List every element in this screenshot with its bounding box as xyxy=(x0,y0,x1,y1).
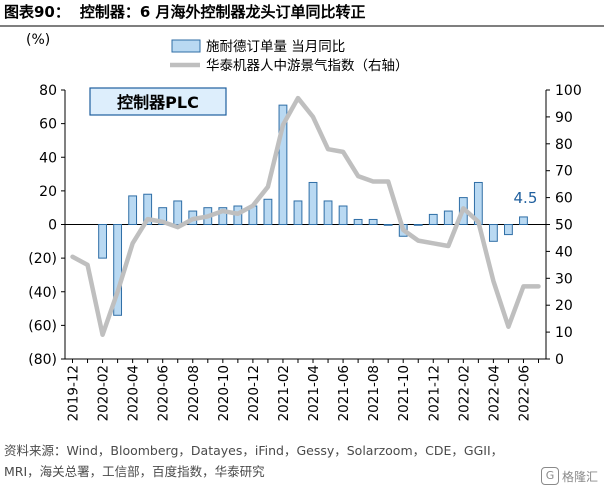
legend-label-bars: 施耐德订单量 当月同比 xyxy=(206,39,345,55)
x-tick-label: 2021-02 xyxy=(276,365,292,421)
panel-label: 控制器PLC xyxy=(117,93,199,112)
right-tick-label: 0 xyxy=(555,352,564,368)
right-tick-label: 60 xyxy=(555,191,573,207)
bar xyxy=(173,200,183,225)
right-tick-label: 40 xyxy=(555,244,573,260)
right-tick-label: 80 xyxy=(555,137,573,153)
bar xyxy=(113,224,123,316)
x-tick-label: 2020-06 xyxy=(156,365,172,421)
bar xyxy=(158,207,168,225)
x-tick-label: 2022-02 xyxy=(456,365,472,421)
left-tick-label: 60 xyxy=(39,117,57,133)
left-tick-label: 80 xyxy=(39,83,57,99)
bar xyxy=(128,195,138,225)
x-tick-label: 2019-12 xyxy=(66,365,82,421)
legend-label-line: 华泰机器人中游景气指数（右轴） xyxy=(206,58,409,74)
bar xyxy=(323,200,333,225)
bar xyxy=(278,104,288,225)
legend-swatch-bars xyxy=(171,39,201,53)
panel-label-box xyxy=(89,87,227,116)
right-tick-label: 10 xyxy=(555,325,573,341)
index-line xyxy=(70,95,541,338)
right-tick-label: 50 xyxy=(555,218,573,234)
left-axis-unit: (%) xyxy=(26,32,50,48)
x-tick-label: 2021-08 xyxy=(366,365,382,421)
left-tick-label: 40 xyxy=(39,150,57,166)
bar xyxy=(218,207,228,225)
bar xyxy=(308,181,318,225)
right-tick-label: 70 xyxy=(555,164,573,180)
watermark-logo-icon: G xyxy=(540,467,559,485)
x-tick-label: 2022-06 xyxy=(516,365,532,421)
x-tick-label: 2021-10 xyxy=(396,365,412,421)
data-label: 4.5 xyxy=(514,189,538,207)
bar xyxy=(263,198,273,225)
x-tick-label: 2020-10 xyxy=(216,365,232,421)
right-tick-label: 20 xyxy=(555,298,573,314)
left-tick-label: (40) xyxy=(28,285,57,301)
bar xyxy=(488,224,498,242)
x-tick-label: 2020-08 xyxy=(186,365,202,421)
bar xyxy=(383,224,393,226)
bar xyxy=(443,210,453,226)
bar xyxy=(293,200,303,225)
right-tick-label: 30 xyxy=(555,271,573,287)
x-tick-label: 2020-02 xyxy=(96,365,112,421)
figure-title: 图表90： 控制器：6 月海外控制器龙头订单同比转正 xyxy=(0,0,604,27)
bar xyxy=(98,224,107,259)
x-tick-label: 2021-04 xyxy=(306,365,322,421)
watermark: G 格隆汇 xyxy=(540,467,598,485)
left-tick-label: (60) xyxy=(28,318,57,334)
left-tick-label: 20 xyxy=(39,184,57,200)
figure-heading: 控制器：6 月海外控制器龙头订单同比转正 xyxy=(79,3,366,21)
bar xyxy=(413,224,423,226)
left-tick-label: (80) xyxy=(28,352,57,368)
bar xyxy=(368,218,378,226)
x-tick-label: 2021-12 xyxy=(426,365,442,421)
left-tick-label: (20) xyxy=(28,251,57,267)
right-tick-label: 100 xyxy=(555,83,582,99)
x-tick-label: 2022-04 xyxy=(486,365,502,421)
chart-svg: 806040200(20)(40)(60)(80)(%)100908070605… xyxy=(26,32,582,421)
x-tick-label: 2020-04 xyxy=(126,365,142,421)
x-tick-label: 2021-06 xyxy=(336,365,352,421)
source-note: 资料来源：Wind，Bloomberg，Datayes，iFind，Gessy，… xyxy=(4,443,504,479)
bar xyxy=(504,224,513,236)
figure-label: 图表90： xyxy=(4,3,70,21)
left-tick-label: 0 xyxy=(48,218,57,234)
bar xyxy=(338,205,348,226)
x-tick-label: 2020-12 xyxy=(246,365,262,421)
bar xyxy=(428,213,438,226)
bar xyxy=(143,193,153,226)
bar xyxy=(353,218,363,226)
right-tick-label: 90 xyxy=(555,110,573,126)
bar xyxy=(519,216,528,225)
watermark-text: 格隆汇 xyxy=(561,469,598,484)
